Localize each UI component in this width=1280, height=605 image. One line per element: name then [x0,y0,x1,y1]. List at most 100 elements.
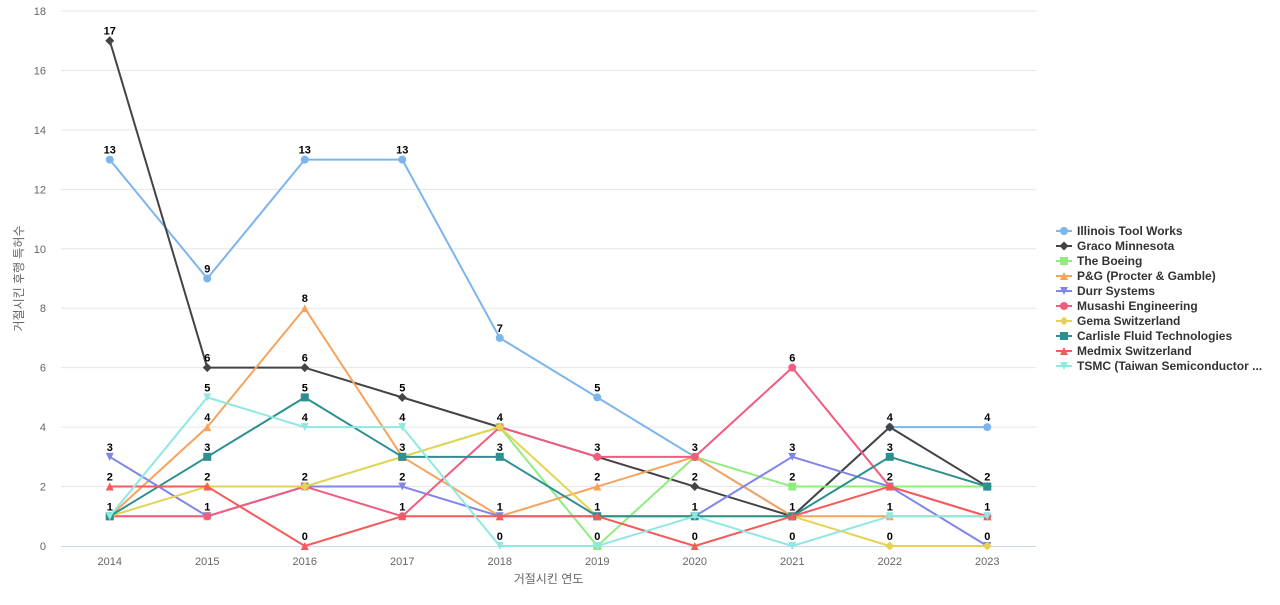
data-point [593,452,602,461]
data-label: 1 [594,501,600,513]
x-tick-label: 2020 [683,556,707,568]
y-tick-label: 18 [34,6,46,18]
data-label: 4 [302,412,309,424]
y-axis-title: 거절시킨 후행 특허수 [11,225,26,331]
data-label: 2 [887,472,893,484]
data-point [593,482,602,491]
data-point [300,423,309,432]
data-point [105,155,114,164]
data-point [788,542,797,550]
data-point [983,482,992,491]
legend-item[interactable]: Illinois Tool Works [1056,224,1183,238]
series-illinois-tool-works [105,155,992,521]
data-label: 2 [302,472,308,484]
y-tick-label: 0 [40,541,46,553]
legend-label: Gema Switzerland [1077,314,1180,328]
legend-item[interactable]: Durr Systems [1056,284,1155,298]
data-label: 9 [204,264,210,276]
y-tick-label: 6 [40,363,46,375]
data-point [788,363,797,372]
series-line [108,396,989,547]
data-point [203,512,212,521]
data-point [593,512,602,521]
data-label: 4 [887,412,894,424]
legend-item[interactable]: Musashi Engineering [1056,299,1198,313]
data-label: 1 [887,501,893,513]
data-label: 5 [302,382,308,394]
legend-item[interactable]: Graco Minnesota [1056,239,1175,253]
data-label: 7 [497,323,503,335]
data-point [398,155,407,164]
legend-marker-icon [1060,302,1068,310]
legend-item[interactable]: Medmix Switzerland [1056,344,1192,358]
data-point [398,423,407,432]
data-point [495,542,504,550]
data-label: 2 [594,472,600,484]
data-point [983,423,992,432]
data-label: 1 [692,501,698,513]
legend-item[interactable]: Gema Switzerland [1056,314,1180,328]
data-label: 1 [497,501,503,513]
y-tick-label: 12 [34,184,46,196]
data-label: 6 [302,353,308,365]
data-label: 1 [984,501,990,513]
legend-label: Medmix Switzerland [1077,344,1192,358]
data-label: 3 [497,442,503,454]
y-axis-ticks: 0 2 4 6 8 10 12 14 16 18 [34,6,46,553]
data-point [788,512,797,521]
data-label: 3 [204,442,210,454]
data-point [397,392,407,402]
data-point [983,512,992,521]
legend-label: Graco Minnesota [1077,239,1175,253]
data-label: 6 [204,353,210,365]
data-label: 0 [789,531,795,543]
legend-label: TSMC (Taiwan Semiconductor ... [1077,359,1262,373]
data-point [788,452,797,461]
data-label: 3 [107,442,113,454]
data-label: 4 [204,412,211,424]
data-labels: 1713321965432113865420135432174310532103… [104,26,992,543]
data-point [203,423,212,432]
data-label: 2 [692,472,698,484]
y-tick-label: 4 [40,422,46,434]
legend-marker-icon [1060,332,1068,340]
y-tick-label: 8 [40,303,46,315]
data-point [690,512,699,521]
series-line [108,307,989,518]
data-label: 0 [887,531,893,543]
legend-label: Durr Systems [1077,284,1155,298]
data-label: 8 [302,293,308,305]
data-point [398,482,407,491]
data-point [495,422,505,432]
data-point [300,155,309,164]
series-tsmc-taiwan-semiconductor [105,393,992,550]
data-point [495,333,504,342]
legend-item[interactable]: Carlisle Fluid Technologies [1056,329,1232,343]
x-axis-title: 거절시킨 연도 [514,572,584,586]
legend-item[interactable]: TSMC (Taiwan Semiconductor ... [1056,359,1262,373]
legend-item[interactable]: The Boeing [1056,254,1142,268]
data-point [203,482,212,491]
data-point [885,512,894,521]
data-point [203,274,212,283]
data-label: 4 [497,412,504,424]
data-label: 1 [399,501,405,513]
data-point [300,304,309,313]
legend-item[interactable]: P&G (Procter & Gamble) [1056,269,1216,283]
series-line [108,396,989,518]
legend-marker-icon [1060,347,1068,355]
series-line [108,366,989,518]
data-point [300,482,310,492]
data-point [885,541,895,551]
data-label: 0 [497,531,503,543]
data-label: 3 [789,442,795,454]
data-label: 2 [789,472,795,484]
data-point [690,452,699,461]
legend-marker-icon [1060,227,1068,235]
x-tick-label: 2021 [780,556,804,568]
data-point [105,36,115,46]
data-label: 0 [692,531,698,543]
